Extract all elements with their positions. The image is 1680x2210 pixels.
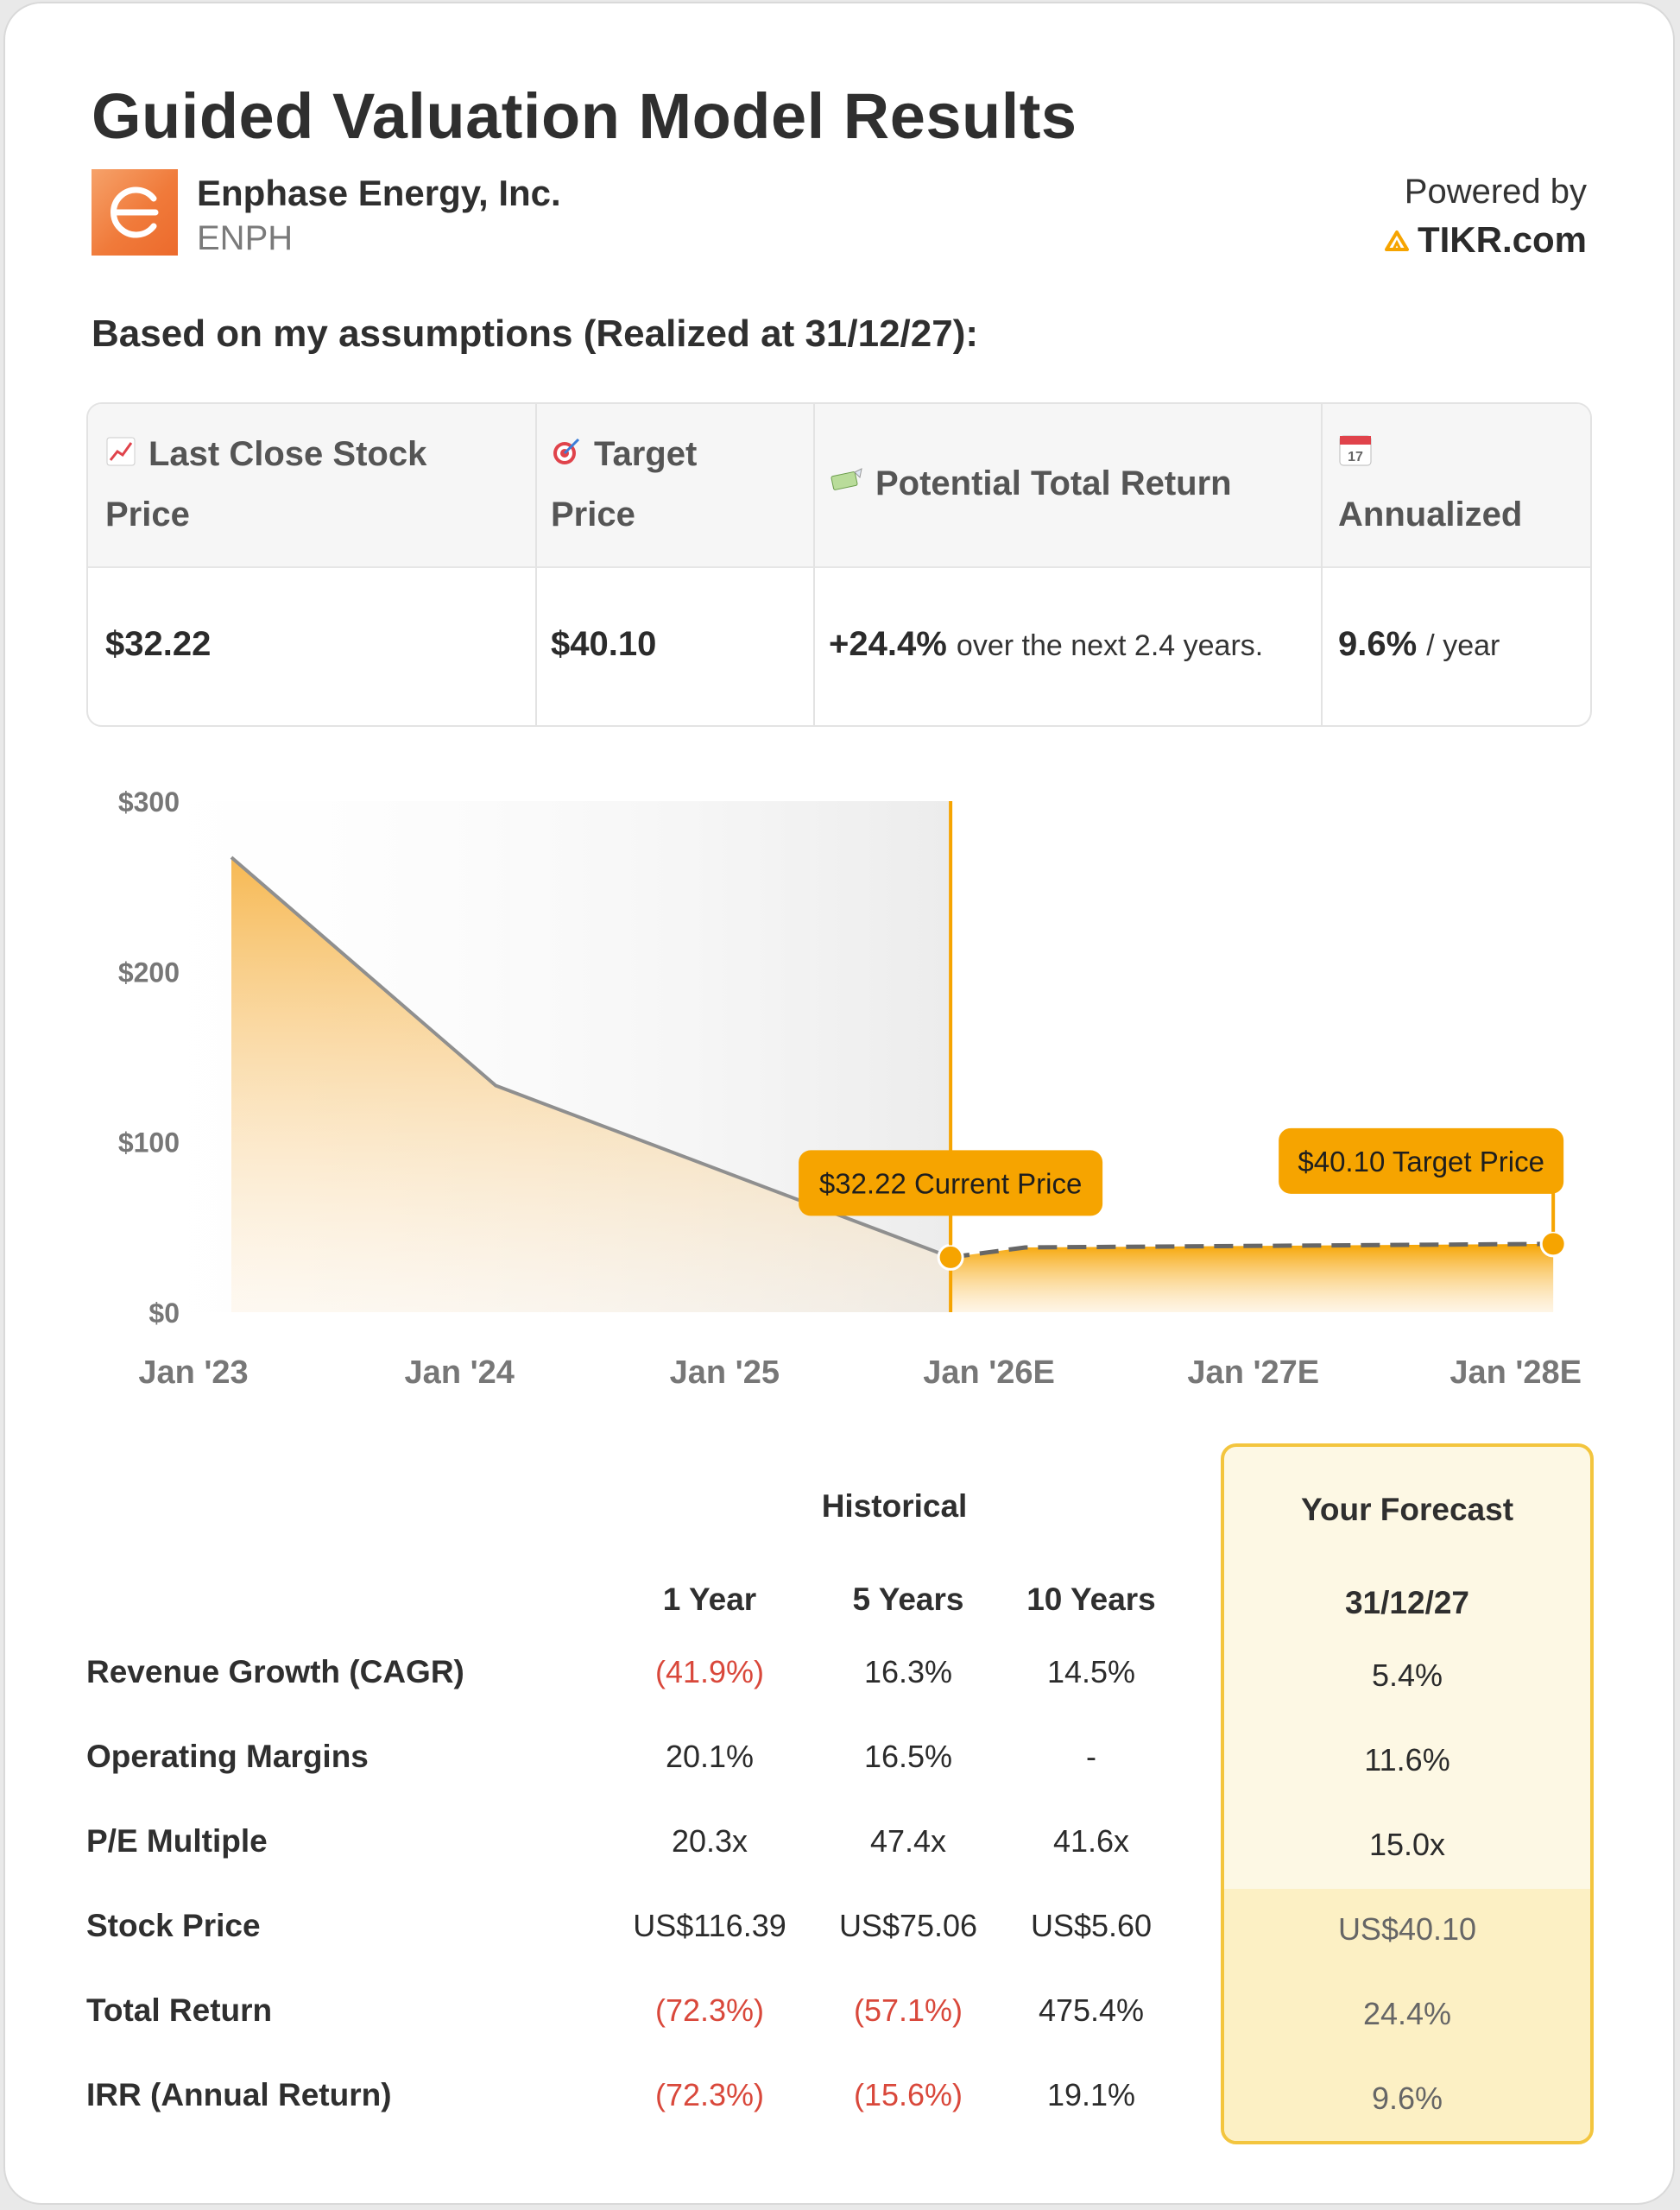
brand-link[interactable]: TIKR.com	[1384, 219, 1587, 261]
column-divider	[1321, 404, 1323, 725]
header-potential-label: Potential Total Return	[875, 464, 1232, 502]
current-price-callout	[799, 1150, 1103, 1216]
last-close-price: $32.22	[105, 625, 212, 663]
calendar-day: 17	[1348, 450, 1363, 464]
target-price: $40.10	[551, 625, 657, 663]
column-divider	[813, 404, 815, 725]
calendar-icon: 17	[1338, 426, 1373, 485]
header-last-close-line2: Price	[105, 496, 190, 534]
target-price-label: $40.10 Target Price	[1298, 1146, 1544, 1178]
forecast-area	[951, 1243, 1554, 1312]
company-logo	[92, 169, 178, 256]
target-icon	[551, 426, 582, 485]
forecast-dashed-line	[950, 1241, 1554, 1260]
tikr-logo-icon	[1384, 230, 1409, 251]
header-annualized: 17 Annualized	[1338, 425, 1522, 544]
current-price-label: $32.22 Current Price	[819, 1167, 1083, 1199]
x-tick-label: Jan '23	[138, 1354, 248, 1391]
header-last-close: Last Close Stock Price	[105, 425, 426, 544]
assumptions-subtitle: Based on my assumptions (Realized at 31/…	[92, 313, 979, 355]
chart-series	[230, 801, 1567, 1312]
potential-value: +24.4% over the next 2.4 years.	[829, 625, 1263, 664]
y-tick-label: $200	[118, 957, 180, 988]
header-annualized-label: Annualized	[1338, 496, 1523, 534]
x-tick-label: Jan '25	[670, 1354, 780, 1391]
potential-return-pct: +24.4%	[829, 625, 947, 663]
y-tick-label: $0	[148, 1298, 180, 1329]
last-close-value: $32.22	[105, 625, 211, 664]
page-title: Guided Valuation Model Results	[92, 80, 1077, 152]
historical-area	[231, 857, 951, 1312]
money-with-wings-icon	[829, 456, 863, 515]
target-price-point	[1539, 1230, 1567, 1258]
header-target-line2: Price	[551, 496, 635, 534]
x-tick-label: Jan '28E	[1449, 1354, 1582, 1391]
annualized-pct: 9.6%	[1338, 625, 1418, 663]
company-name: Enphase Energy, Inc.	[197, 173, 561, 213]
y-tick-label: $100	[118, 1127, 180, 1159]
annualized-text: / year	[1426, 629, 1500, 662]
x-tick-label: Jan '26E	[923, 1354, 1055, 1391]
chart-increasing-icon	[105, 426, 136, 485]
header-target: Target Price	[551, 425, 697, 544]
brand-name: TIKR.com	[1417, 219, 1587, 260]
header-target-line1: Target	[594, 435, 698, 473]
header-potential: Potential Total Return	[829, 454, 1232, 515]
price-chart: $300$200$100$0 Jan '23 Jan '24 Jan '25 Jan …	[86, 786, 1582, 1391]
x-tick-label: Jan '24	[405, 1354, 515, 1391]
x-tick-label: Jan '27E	[1187, 1354, 1319, 1391]
x-axis-ticks: Jan '23 Jan '24 Jan '25 Jan '26E Jan '27E Jan…	[138, 1354, 1582, 1391]
annualized-value: 9.6% / year	[1338, 625, 1500, 664]
enphase-logo-icon	[111, 186, 159, 238]
y-axis-ticks: $300 $200 $100 $0	[118, 786, 180, 1329]
chart-annotations: $32.22 Current Price $40.10 Target Price	[799, 1127, 1564, 1246]
company-ticker: ENPH	[197, 219, 294, 257]
summary-table: Last Close Stock Price Target Price Pote…	[86, 402, 1592, 727]
current-price-point	[937, 1243, 964, 1271]
column-divider	[535, 404, 537, 725]
potential-return-text: over the next 2.4 years.	[956, 629, 1264, 662]
target-price-callout	[1279, 1127, 1564, 1194]
y-tick-label: $300	[118, 786, 180, 818]
header-last-close-line1: Last Close Stock	[148, 435, 427, 473]
target-value: $40.10	[551, 625, 656, 664]
powered-by-label: Powered by	[1404, 173, 1587, 211]
